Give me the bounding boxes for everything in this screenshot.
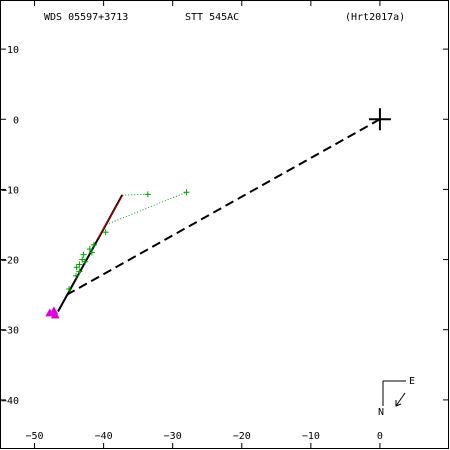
observation-point	[102, 229, 109, 236]
observation-point	[88, 249, 95, 256]
triangle-point	[50, 310, 60, 319]
compass-east-label: E	[409, 376, 415, 387]
y-tick-label: 10	[7, 45, 19, 56]
observation-point	[76, 268, 83, 275]
header-designation: WDS 05597+3713	[44, 12, 128, 23]
observation-point	[86, 246, 93, 253]
x-tick-label: −10	[302, 431, 320, 442]
observation-point	[72, 272, 79, 279]
motion-arrow-head	[395, 400, 402, 407]
fitted-orbit-overlay	[97, 194, 124, 239]
x-tick-label: −40	[95, 431, 113, 442]
y-tick-label: −30	[1, 326, 19, 337]
y-tick-label: 0	[13, 115, 19, 126]
observation-point	[90, 241, 97, 248]
y-tick-label: −40	[1, 396, 19, 407]
motion-arrow-shaft	[395, 392, 406, 407]
observation-point	[144, 191, 151, 198]
primary-star-marker	[368, 108, 391, 131]
x-tick-label: −50	[26, 431, 44, 442]
compass-north-label: N	[378, 407, 384, 418]
dashed-primary-line	[66, 118, 381, 296]
y-tick-label: −10	[1, 185, 19, 196]
observation-point	[80, 251, 87, 258]
header-pair: STT 545AC	[185, 12, 239, 23]
observation-point	[66, 286, 73, 293]
compass-rose: E N	[378, 376, 415, 418]
x-tick-label: −30	[164, 431, 182, 442]
observation-point	[81, 258, 88, 265]
observation-point	[183, 189, 190, 196]
residual-link	[122, 193, 148, 196]
x-tick-label: −20	[233, 431, 251, 442]
header-reference: (Hrt2017a)	[345, 12, 405, 23]
x-tick-label: 0	[377, 431, 383, 442]
y-tick-label: −20	[1, 256, 19, 267]
chart-marks	[45, 108, 391, 319]
observation-point	[73, 264, 80, 271]
observation-point	[76, 261, 83, 268]
